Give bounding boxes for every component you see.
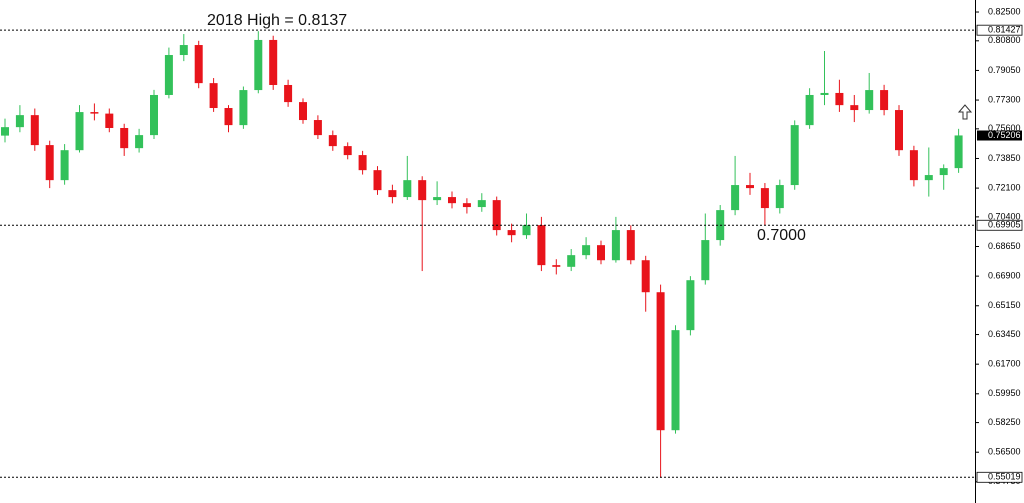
- candle-body: [462, 203, 471, 208]
- level-label: 0.55019: [988, 472, 1021, 482]
- y-tick-label: 0.65150: [988, 300, 1021, 310]
- y-tick-label: 0.82500: [988, 6, 1021, 16]
- candle-body: [328, 135, 337, 147]
- candle-body: [269, 39, 278, 85]
- candle-body: [924, 175, 933, 181]
- y-tick-label: 0.58250: [988, 417, 1021, 427]
- y-tick-label: 0.59950: [988, 388, 1021, 398]
- candle-body: [150, 94, 158, 136]
- candle-body: [477, 200, 486, 208]
- candle-body: [939, 168, 948, 176]
- candle-body: [60, 150, 69, 181]
- candle-body: [731, 185, 740, 211]
- candle-body: [179, 45, 188, 56]
- candle-body: [284, 84, 293, 103]
- candle-body: [448, 197, 456, 204]
- candle-body: [492, 200, 501, 231]
- last-price-box: [977, 130, 1022, 141]
- candle-body: [895, 110, 903, 151]
- candle-body: [224, 108, 233, 126]
- candle-body: [582, 245, 591, 256]
- annotation: 0.7000: [757, 227, 806, 244]
- candle-body: [701, 240, 710, 281]
- y-tick-label: 0.63450: [988, 329, 1021, 339]
- level-label-box: [976, 24, 1023, 36]
- candle-body: [746, 185, 754, 189]
- annotation: 2018 High = 0.8137: [207, 12, 347, 29]
- candle-body: [626, 230, 635, 261]
- candle-body: [865, 90, 874, 111]
- y-tick-label: 0.70400: [988, 211, 1021, 221]
- y-tick-label: 0.72100: [988, 182, 1021, 192]
- candle-body: [433, 197, 442, 201]
- candle-body: [45, 145, 54, 181]
- y-tick-label: 0.79050: [988, 65, 1021, 75]
- candle-body: [552, 265, 561, 267]
- candle-body: [418, 180, 427, 201]
- candle-body: [775, 185, 784, 209]
- candle-body: [686, 280, 695, 331]
- candle-body: [30, 115, 39, 146]
- candle-body: [120, 127, 129, 149]
- y-tick-label: 0.73850: [988, 153, 1021, 163]
- level-label-box: [976, 471, 1023, 483]
- candle-body: [790, 125, 799, 186]
- candle-body: [611, 230, 620, 261]
- candle-body: [15, 115, 24, 128]
- level-label: 0.69905: [988, 220, 1021, 230]
- candle-body: [105, 113, 114, 128]
- candle-body: [1, 127, 9, 136]
- candle-body: [299, 102, 307, 121]
- candle-body: [343, 146, 352, 156]
- candle-body: [522, 225, 531, 236]
- y-tick-label: 0.80800: [988, 35, 1021, 45]
- candle-body: [239, 90, 248, 126]
- candle-body: [90, 112, 99, 114]
- candle-body: [850, 105, 859, 111]
- candle-body: [358, 155, 367, 171]
- candle-body: [194, 45, 203, 84]
- candle-body: [641, 260, 650, 293]
- candle-body: [597, 245, 605, 261]
- candle-body: [954, 135, 963, 169]
- y-tick-label: 0.56500: [988, 447, 1021, 457]
- candle-body: [164, 55, 173, 95]
- last-price-label: 0.75206: [988, 130, 1021, 140]
- candle-body: [313, 120, 322, 136]
- candle-body: [880, 90, 889, 111]
- candle-body: [75, 112, 84, 151]
- candle-body: [835, 92, 844, 106]
- candle-body: [254, 39, 263, 91]
- level-label: 0.81427: [988, 25, 1021, 35]
- candle-body: [820, 92, 829, 95]
- up-arrow-icon: [957, 104, 973, 120]
- candle-body: [388, 190, 397, 198]
- candle-body: [403, 180, 412, 198]
- candle-body: [760, 188, 769, 209]
- y-tick-label: 0.66900: [988, 271, 1021, 281]
- candle-body: [671, 330, 680, 431]
- y-tick-label: 0.61700: [988, 359, 1021, 369]
- candle-body: [537, 225, 546, 266]
- candle-body: [209, 83, 218, 109]
- level-label-box: [976, 219, 1023, 231]
- candle-body: [567, 255, 576, 267]
- candle-body: [373, 170, 382, 191]
- candle-body: [135, 135, 144, 149]
- y-tick-label: 0.68650: [988, 241, 1021, 251]
- candle-body: [909, 150, 918, 181]
- candle-body: [656, 292, 665, 431]
- candle-body: [507, 230, 516, 236]
- y-tick-label: 0.77300: [988, 94, 1021, 104]
- y-tick-label: 0.75600: [988, 123, 1021, 133]
- candle-body: [805, 94, 814, 126]
